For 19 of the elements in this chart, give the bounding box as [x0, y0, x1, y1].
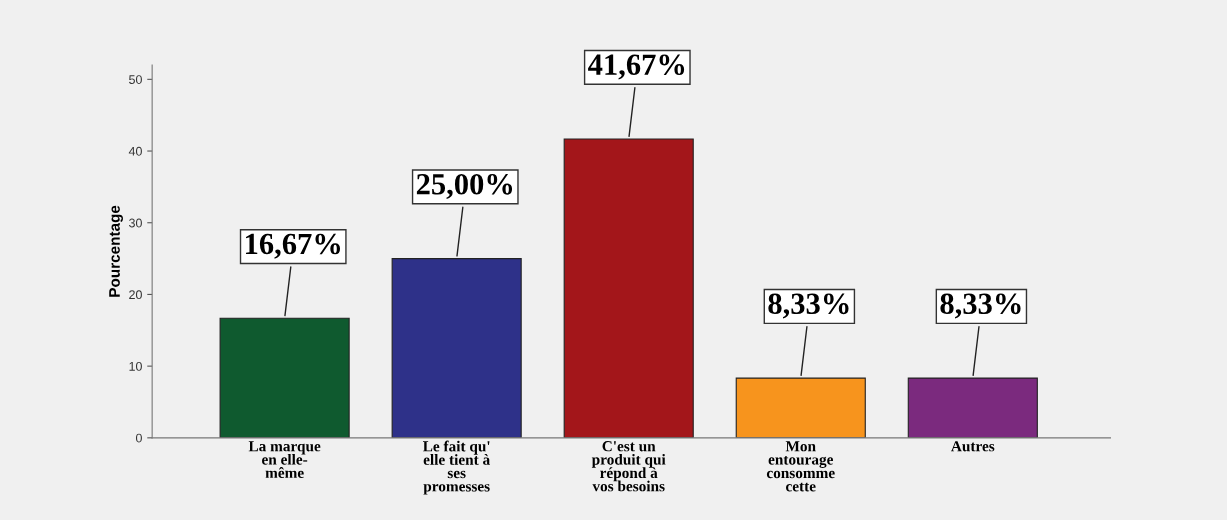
data-label: 41,67%	[588, 54, 685, 80]
x-tick-label: La marque en elle- même	[248, 441, 321, 479]
y-tick-label: 20	[129, 290, 142, 300]
bar	[219, 317, 350, 438]
data-label: 25,00%	[416, 173, 513, 199]
data-label: 8,33%	[768, 293, 849, 319]
x-tick-label: Mon entourage consomme cette	[766, 441, 835, 492]
x-tick-label: Autres	[951, 441, 995, 452]
bar	[391, 258, 522, 438]
x-tick-label: Le fait qu' elle tient à ses promesses	[422, 440, 490, 495]
y-tick-label: 0	[135, 433, 142, 443]
y-tick-label: 30	[129, 218, 142, 228]
x-tick-label: C'est un produit qui répond à vos besoins	[591, 441, 666, 492]
y-tick-label: 40	[128, 146, 142, 156]
y-axis-title: Pourcentage	[109, 205, 123, 297]
data-label: 16,67%	[246, 233, 341, 259]
y-tick-label: 50	[129, 75, 142, 84]
y-tick-label: 10	[129, 361, 142, 371]
data-label: 8,33%	[940, 293, 1021, 319]
